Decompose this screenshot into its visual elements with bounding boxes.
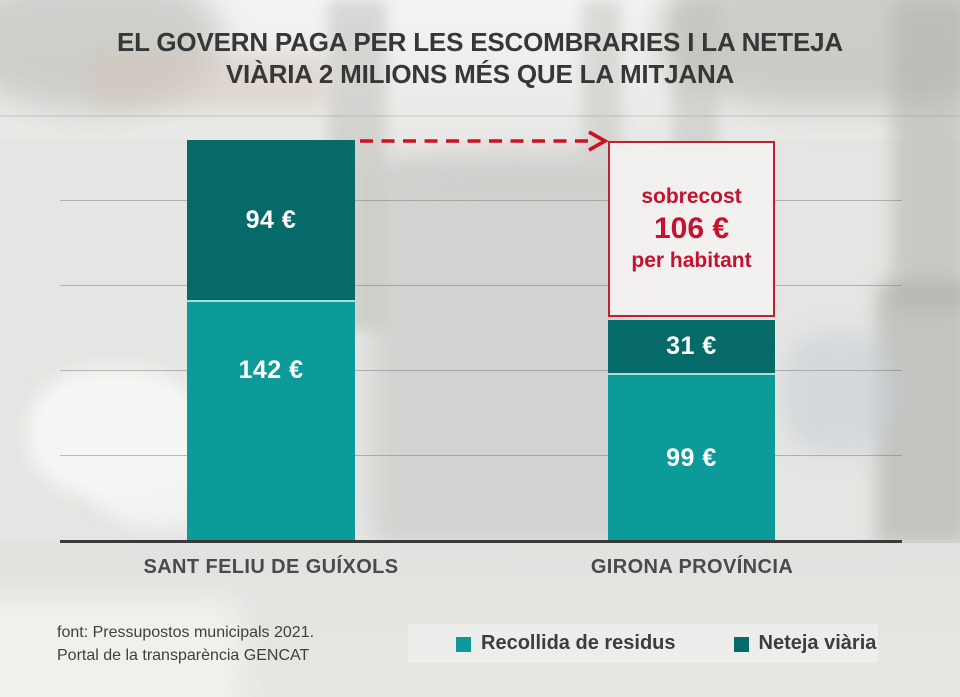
chart-title-line2: VIÀRIA 2 MILIONS MÉS QUE LA MITJANA — [225, 59, 735, 89]
gridline — [60, 455, 902, 456]
bg-garbage-container — [372, 160, 637, 545]
segment-neteja-viaria: 94 € — [187, 140, 355, 300]
segment-recollida-residus: 99 € — [608, 373, 775, 541]
segment-recollida-residus: 142 € — [187, 300, 355, 541]
bg-trash-pile — [782, 330, 897, 455]
legend-item-recollida: Recollida de residus — [456, 632, 676, 655]
category-label-girona: GIRONA PROVÍNCIA — [590, 556, 794, 578]
bg-light-patch — [0, 598, 240, 697]
chart-title: EL GOVERN PAGA PER LES ESCOMBRARIES I LA… — [0, 26, 960, 90]
legend: Recollida de residus Neteja viària — [408, 624, 878, 663]
category-label-sant-feliu: SANT FELIU DE GUÍXOLS — [143, 556, 399, 578]
overcost-annotation: sobrecost 106 € per habitant — [608, 141, 775, 317]
overcost-label-top: sobrecost — [641, 185, 742, 208]
bar-sant-feliu: 94 € 142 € — [187, 140, 355, 541]
bg-tree-trunk — [892, 0, 960, 310]
source-note-line2: Portal de la transparència GENCAT — [57, 647, 310, 664]
chart-title-line1: EL GOVERN PAGA PER LES ESCOMBRARIES I LA… — [117, 27, 843, 57]
gridline — [60, 200, 902, 201]
overcost-label-bottom: per habitant — [631, 249, 752, 272]
legend-label: Recollida de residus — [481, 632, 676, 654]
overcost-value: 106 € — [653, 212, 730, 245]
bg-house-roof — [92, 52, 327, 110]
legend-swatch-neteja — [733, 636, 749, 652]
segment-neteja-viaria: 31 € — [608, 320, 775, 373]
bar-value-label: 99 € — [666, 443, 717, 472]
legend-swatch-recollida — [456, 636, 471, 652]
bar-value-label: 31 € — [666, 332, 717, 360]
bar-value-label: 142 € — [238, 356, 304, 384]
bar-girona-provincia: 31 € 99 € — [608, 320, 775, 541]
dashed-arrow-icon — [360, 130, 609, 152]
legend-label: Neteja viària — [758, 632, 877, 654]
source-note: font: Pressupostos municipals 2021. Port… — [57, 621, 314, 667]
source-note-line1: font: Pressupostos municipals 2021. — [57, 624, 315, 641]
x-axis-line — [60, 540, 902, 543]
legend-item-neteja: Neteja viària — [733, 632, 877, 655]
bg-wall-edge — [0, 115, 960, 117]
gridline — [60, 285, 902, 286]
gridline — [60, 370, 902, 371]
bar-value-label: 94 € — [245, 205, 297, 234]
